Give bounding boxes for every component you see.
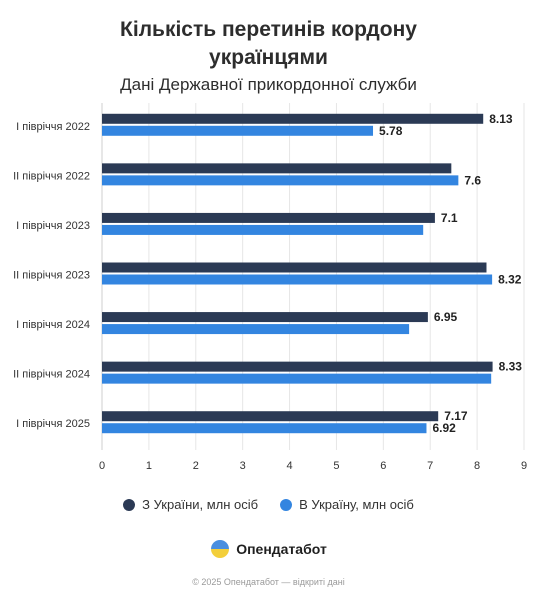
x-tick-label: 8 <box>474 460 480 472</box>
chart-subtitle: Дані Державної прикордонної служби <box>120 75 417 94</box>
x-tick-label: 2 <box>193 460 199 472</box>
bar-chart: 0 1 2 3 4 5 6 7 8 9 I півріччя 2022 8.13 5.78 II півр… <box>13 103 527 472</box>
legend-swatch-to-ukraine <box>280 498 293 511</box>
bar-to-ukraine <box>102 373 492 384</box>
data-label: 7.6 <box>464 173 481 187</box>
data-label: 8.33 <box>499 360 523 374</box>
bar-to-ukraine <box>102 324 410 335</box>
footer-text: © 2025 Опендатабот — відкриті дані <box>192 577 345 587</box>
x-tick-label: 6 <box>380 460 386 472</box>
x-tick-label: 0 <box>99 460 105 472</box>
category-label: I півріччя 2023 <box>16 220 90 232</box>
chart-title-line-2: українцями <box>209 46 328 69</box>
bar-from-ukraine <box>102 411 439 422</box>
chart-title: Кількість перетинів кордону українцями <box>0 16 537 72</box>
x-tick-label: 9 <box>521 460 527 472</box>
category-label: II півріччя 2023 <box>13 270 90 282</box>
x-tick-label: 4 <box>286 460 292 472</box>
bar-to-ukraine <box>102 423 427 434</box>
x-tick-label: 1 <box>146 460 152 472</box>
data-label: 6.92 <box>432 421 456 435</box>
bar-to-ukraine <box>102 224 424 235</box>
opendatabot-logo-icon <box>211 540 230 558</box>
legend-item-to-ukraine: В Україну, млн осіб <box>280 497 414 512</box>
category-label: I півріччя 2022 <box>16 121 90 133</box>
brand-name: Опендатабот <box>236 541 327 557</box>
category-label: I півріччя 2025 <box>16 418 90 430</box>
x-tick-label: 5 <box>333 460 339 472</box>
legend-swatch-from-ukraine <box>123 498 136 511</box>
bar-to-ukraine <box>102 125 374 136</box>
brand: Опендатабот <box>0 539 537 559</box>
bar-from-ukraine <box>102 163 452 174</box>
data-label: 8.13 <box>489 112 513 126</box>
legend-item-from-ukraine: З України, млн осіб <box>123 497 258 512</box>
legend-label-from-ukraine: З України, млн осіб <box>142 497 259 512</box>
category-label: II півріччя 2022 <box>13 170 90 182</box>
data-label: 6.95 <box>434 310 458 324</box>
bar-from-ukraine <box>102 361 493 372</box>
bar-to-ukraine <box>102 175 459 186</box>
bar-from-ukraine <box>102 113 484 124</box>
bar-from-ukraine <box>102 212 435 223</box>
bar-from-ukraine <box>102 312 428 323</box>
data-label: 5.78 <box>379 124 403 138</box>
data-label: 8.32 <box>498 273 522 287</box>
chart-legend: З України, млн осіб В Україну, млн осіб <box>0 497 537 512</box>
x-tick-label: 3 <box>240 460 246 472</box>
bar-to-ukraine <box>102 274 493 285</box>
chart-title-line-1: Кількість перетинів кордону <box>120 18 417 41</box>
x-tick-label: 7 <box>427 460 433 472</box>
data-label: 7.17 <box>444 409 468 423</box>
legend-label-to-ukraine: В Україну, млн осіб <box>299 497 414 512</box>
data-label: 7.1 <box>441 211 458 225</box>
category-label: I півріччя 2024 <box>16 319 90 331</box>
category-label: II півріччя 2024 <box>13 369 90 381</box>
bar-from-ukraine <box>102 262 487 273</box>
